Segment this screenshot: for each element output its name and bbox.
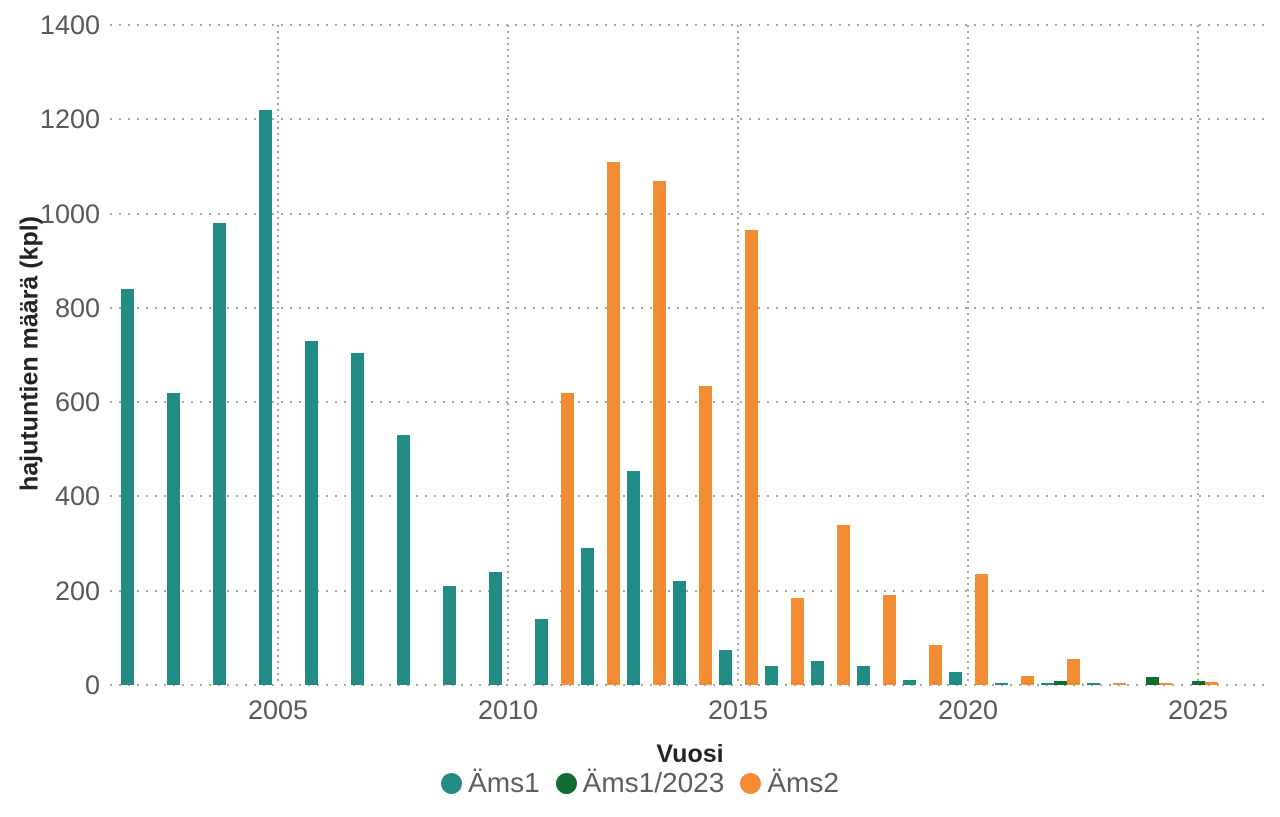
legend-dot-ams1 bbox=[441, 772, 463, 794]
bar-ams1-2011[interactable] bbox=[534, 619, 548, 685]
x-axis-title: Vuosi bbox=[656, 740, 724, 768]
bar-ams1-2006[interactable] bbox=[304, 340, 318, 685]
y-tick-label-0: 0 bbox=[84, 670, 100, 700]
bar-ams1-2013[interactable] bbox=[626, 470, 640, 685]
bar-ams1-2019[interactable] bbox=[902, 680, 916, 685]
bar-ams2-2025[interactable] bbox=[1204, 682, 1218, 685]
bar-ams2-2014[interactable] bbox=[698, 385, 712, 685]
legend-label: Äms2 bbox=[767, 767, 839, 798]
x-tick-label-2015: 2015 bbox=[707, 695, 769, 725]
bar-ams1-2016[interactable] bbox=[764, 666, 778, 685]
bar-ams1-2007[interactable] bbox=[350, 352, 364, 685]
bar-ams1-2003[interactable] bbox=[166, 392, 180, 685]
bar-ams2-2022[interactable] bbox=[1066, 659, 1080, 685]
v-gridline bbox=[967, 25, 969, 685]
y-tick-label-800: 800 bbox=[54, 292, 100, 323]
y-tick-label-200: 200 bbox=[54, 575, 100, 606]
h-gridline bbox=[110, 306, 1270, 309]
bar-ams1-2015[interactable] bbox=[718, 649, 732, 685]
bar-ams2-2012[interactable] bbox=[606, 161, 620, 685]
legend-dot-ams1-2023 bbox=[555, 772, 577, 794]
h-gridline bbox=[110, 401, 1270, 404]
x-tick-label-2020: 2020 bbox=[937, 695, 999, 725]
h-gridline bbox=[110, 118, 1270, 121]
x-tick-label-2005: 2005 bbox=[247, 695, 309, 725]
y-tick-label-1200: 1200 bbox=[39, 104, 100, 135]
h-gridline bbox=[110, 589, 1270, 592]
v-gridline bbox=[507, 25, 509, 685]
bar-ams1-2002[interactable] bbox=[120, 289, 134, 685]
bar-ams2-2020[interactable] bbox=[974, 574, 988, 685]
bar-ams1-2023[interactable] bbox=[1086, 683, 1100, 685]
bar-ams2-2018[interactable] bbox=[882, 595, 896, 685]
legend-item-ams2[interactable]: Äms2 bbox=[740, 769, 839, 797]
bar-ams1-2023-2025[interactable] bbox=[1191, 680, 1205, 685]
bar-ams2-2023[interactable] bbox=[1112, 682, 1126, 685]
bar-ams1-2017[interactable] bbox=[810, 661, 824, 685]
legend-label: Äms1/2023 bbox=[582, 767, 725, 798]
bar-ams1-2009[interactable] bbox=[442, 586, 456, 685]
y-tick-label-1400: 1400 bbox=[39, 10, 100, 40]
bar-ams2-2016[interactable] bbox=[790, 597, 804, 685]
legend-item-ams1[interactable]: Äms1 bbox=[441, 769, 540, 797]
bar-ams1-2008[interactable] bbox=[396, 435, 410, 685]
bar-ams1-2010[interactable] bbox=[488, 571, 502, 685]
bar-ams1-2023-2024[interactable] bbox=[1145, 677, 1159, 685]
bar-ams1-2004[interactable] bbox=[212, 223, 226, 685]
bar-ams1-2020[interactable] bbox=[948, 671, 962, 685]
y-tick-label-1000: 1000 bbox=[39, 198, 100, 229]
x-tick-label-2025: 2025 bbox=[1167, 695, 1229, 725]
legend-item-ams1-2023[interactable]: Äms1/2023 bbox=[555, 767, 725, 798]
legend-label: Äms1 bbox=[468, 767, 540, 798]
legend: Äms1 Äms1/2023 Äms2 bbox=[0, 763, 1280, 803]
y-tick-label-600: 600 bbox=[54, 387, 100, 418]
bar-ams1-2012[interactable] bbox=[580, 548, 594, 685]
h-gridline bbox=[110, 24, 1270, 26]
v-gridline bbox=[1197, 25, 1199, 685]
bar-ams2-2024[interactable] bbox=[1158, 683, 1172, 685]
bar-ams2-2019[interactable] bbox=[928, 644, 942, 685]
bar-ams1-2022[interactable] bbox=[1040, 682, 1054, 685]
h-gridline bbox=[110, 495, 1270, 498]
h-gridline bbox=[110, 212, 1270, 215]
bar-ams2-2021[interactable] bbox=[1020, 675, 1034, 685]
v-gridline bbox=[277, 25, 279, 685]
bar-ams1-2018[interactable] bbox=[856, 666, 870, 685]
h-gridline bbox=[110, 684, 1270, 686]
v-gridline bbox=[737, 25, 739, 685]
bar-ams1-2014[interactable] bbox=[672, 581, 686, 685]
legend-dot-ams2 bbox=[740, 772, 762, 794]
bar-ams2-2017[interactable] bbox=[836, 524, 850, 685]
bar-ams1-2023-2022[interactable] bbox=[1053, 681, 1067, 685]
bar-ams2-2011[interactable] bbox=[560, 392, 574, 685]
y-tick-label-400: 400 bbox=[54, 481, 100, 512]
bar-ams1-2005[interactable] bbox=[258, 109, 272, 685]
bar-ams2-2013[interactable] bbox=[652, 180, 666, 685]
bar-ams2-2015[interactable] bbox=[744, 230, 758, 685]
bar-ams1-2021[interactable] bbox=[994, 683, 1008, 685]
x-tick-label-2010: 2010 bbox=[477, 695, 539, 725]
